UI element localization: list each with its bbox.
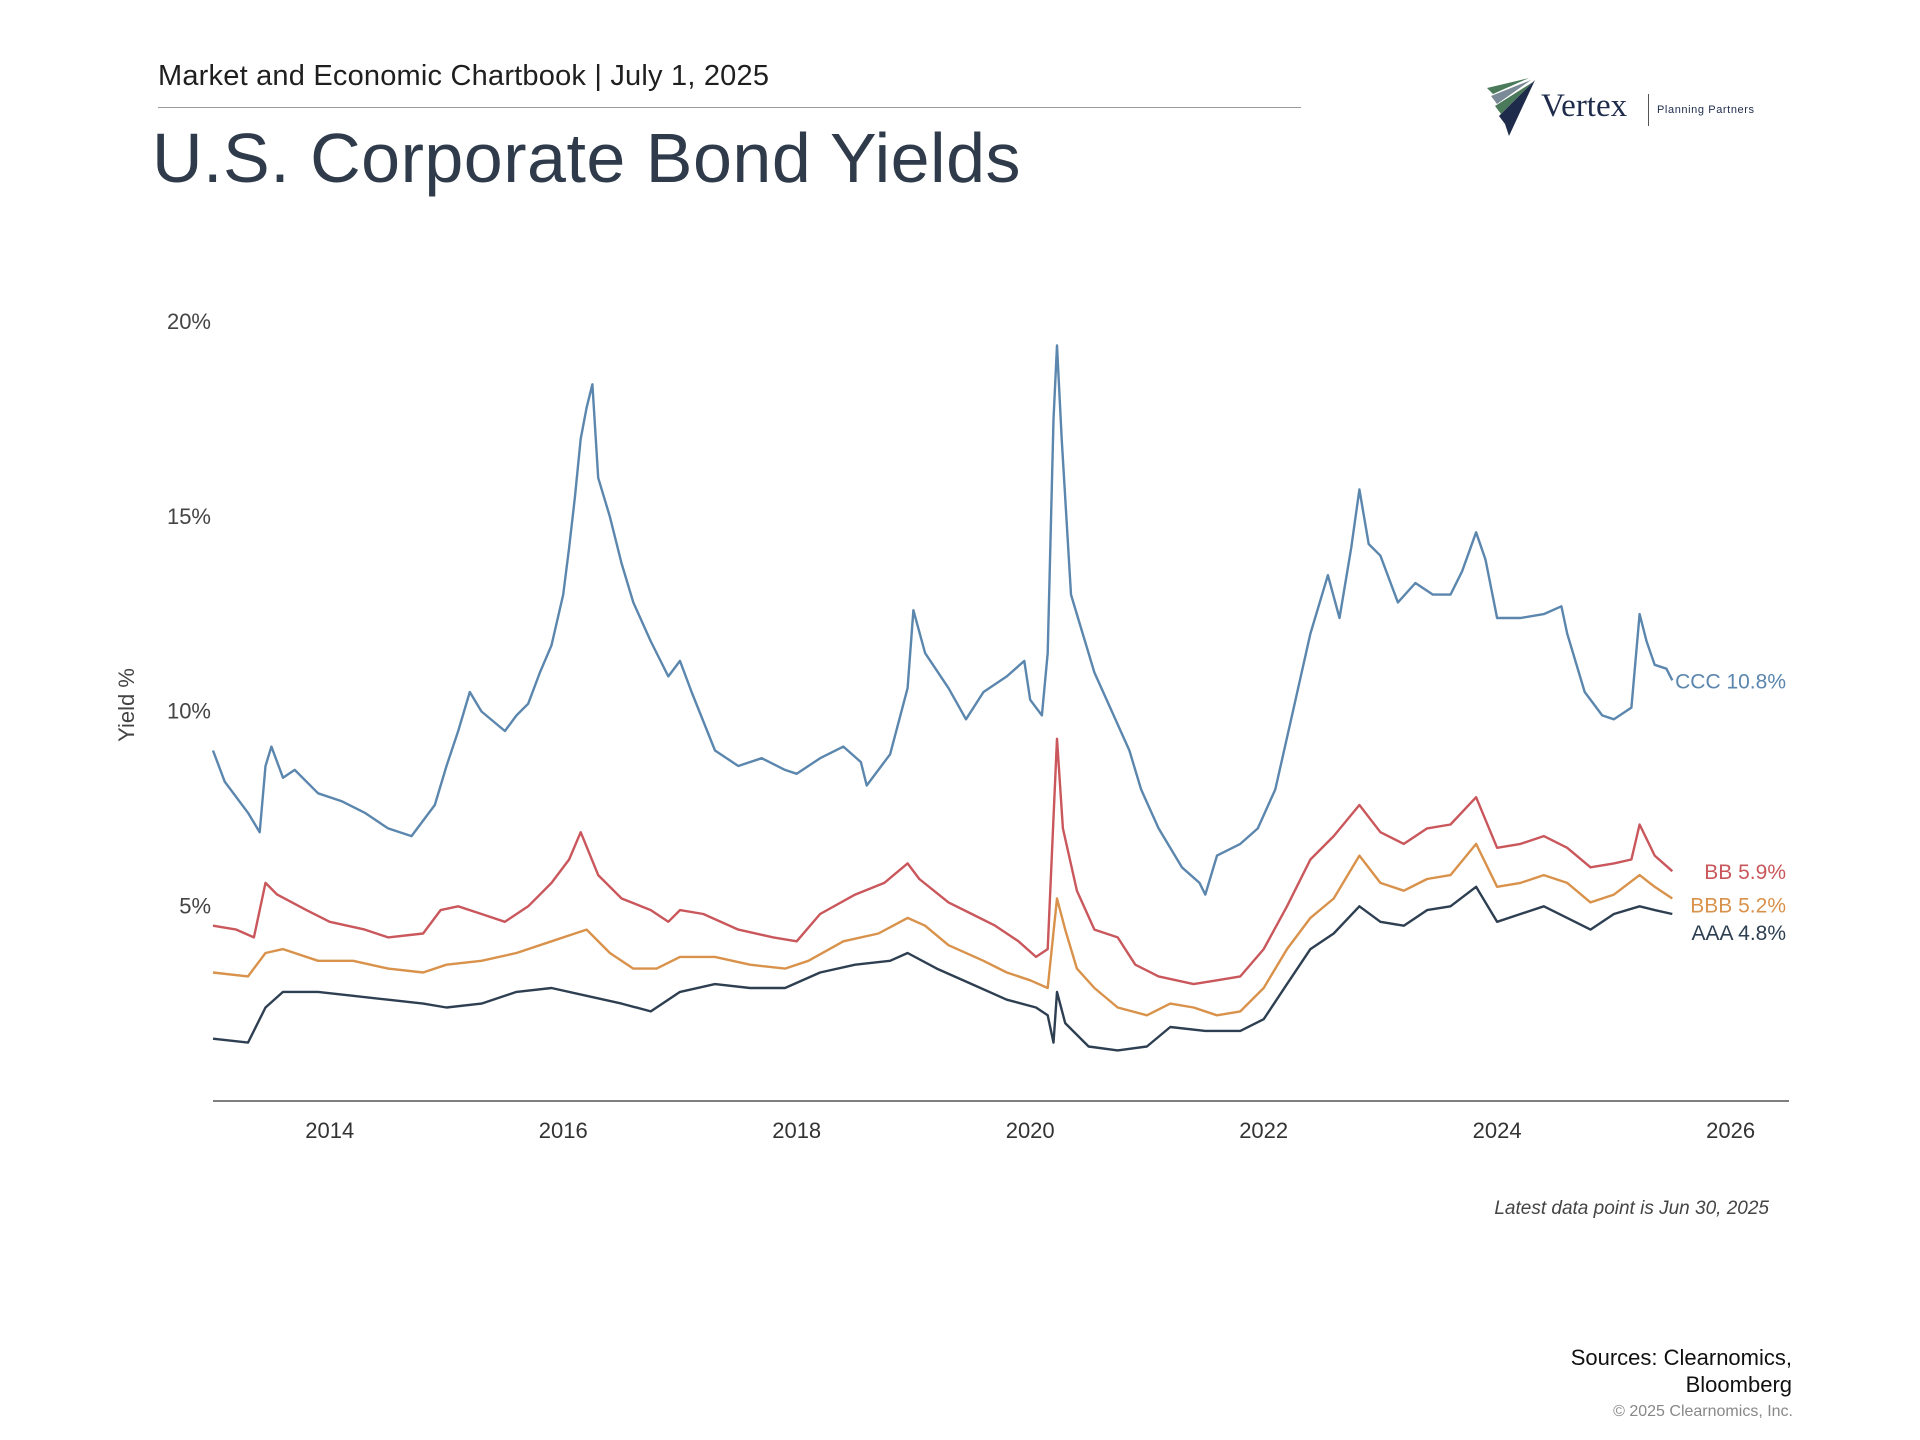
y-tick-label: 10% <box>167 699 211 724</box>
y-axis-ticks: 5% 10% 15% 20% <box>167 309 211 918</box>
logo-name: Vertex <box>1541 88 1628 124</box>
x-tick-label: 2026 <box>1706 1118 1755 1143</box>
sources: Sources: Clearnomics, Bloomberg <box>1571 1344 1792 1398</box>
y-tick-label: 20% <box>167 309 211 334</box>
x-tick-label: 2014 <box>305 1118 354 1143</box>
vertex-logo-mark-icon <box>1487 78 1535 136</box>
x-tick-label: 2022 <box>1239 1118 1288 1143</box>
series-line-aaa <box>212 885 1673 1052</box>
series-end-label-ccc: CCC 10.8% <box>1675 670 1786 693</box>
company-logo: Vertex Planning Partners <box>1485 74 1785 144</box>
x-tick-label: 2016 <box>539 1118 588 1143</box>
series-line-bb <box>212 737 1674 986</box>
copyright: © 2025 Clearnomics, Inc. <box>1613 1403 1793 1420</box>
y-tick-label: 15% <box>167 504 211 529</box>
logo-divider <box>1648 94 1649 126</box>
series-line-ccc <box>211 344 1674 896</box>
series-end-label-bb: BB 5.9% <box>1704 861 1786 884</box>
report-kicker: Market and Economic Chartbook | July 1, … <box>158 60 770 92</box>
latest-data-note: Latest data point is Jun 30, 2025 <box>1494 1198 1769 1219</box>
header-divider <box>158 107 1301 108</box>
x-tick-label: 2024 <box>1473 1118 1522 1143</box>
series-end-labels: CCC 10.8% BB 5.9% BBB 5.2% AAA 4.8% <box>1675 670 1786 945</box>
series-line-bbb <box>212 842 1673 1017</box>
x-tick-label: 2018 <box>772 1118 821 1143</box>
series-end-label-aaa: AAA 4.8% <box>1691 922 1786 945</box>
x-tick-label: 2020 <box>1006 1118 1055 1143</box>
y-tick-label: 5% <box>179 893 211 918</box>
series-group <box>211 344 1674 1052</box>
series-end-label-bbb: BBB 5.2% <box>1690 894 1786 917</box>
sources-line-2: Bloomberg <box>1685 1372 1792 1397</box>
sources-line-1: Sources: Clearnomics, <box>1570 1345 1792 1370</box>
x-axis-ticks: 2014 2016 2018 2020 2022 2024 2026 <box>305 1118 1755 1143</box>
logo-tagline: Planning Partners <box>1657 104 1755 116</box>
page-title: U.S. Corporate Bond Yields <box>152 119 1022 197</box>
y-axis-title: Yield % <box>114 668 139 742</box>
